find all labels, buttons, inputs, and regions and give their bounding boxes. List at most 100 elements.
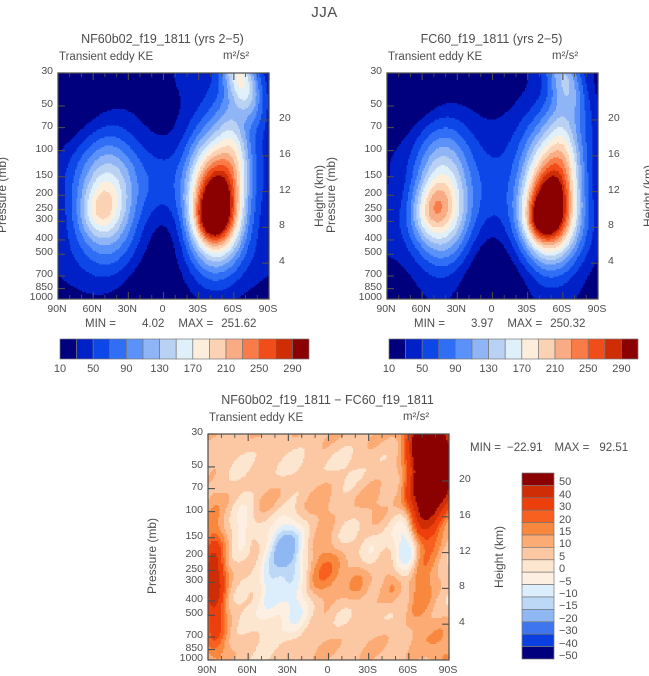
pressure-tick-label: 30 xyxy=(191,426,203,438)
colorbar-tick-label: −20 xyxy=(559,612,578,625)
colorbar-tick-label: 50 xyxy=(559,476,572,489)
colorbar-horizontal-right: 10 50 90 130 170 210 250 290 xyxy=(383,338,639,375)
pressure-tick-label: 200 xyxy=(364,187,382,200)
plot-area xyxy=(207,433,450,661)
pressure-tick-label: 700 xyxy=(35,268,53,280)
latitude-tick-label: 90S xyxy=(587,303,607,315)
units-label: m²/s² xyxy=(403,411,430,423)
colorbar-vertical-difference: 50 40 30 20 15 10 5 0 −5 −10 −15 −20 −30 −40 −50 xyxy=(521,472,578,662)
pressure-tick-label: 500 xyxy=(35,246,53,259)
latitude-tick-label: 90N xyxy=(47,303,67,315)
latitude-tick-label: 90N xyxy=(376,303,396,315)
colorbar-tick-label: −5 xyxy=(559,575,572,588)
pressure-tick-label: 100 xyxy=(185,503,203,516)
colorbar-tick-label: 250 xyxy=(250,363,269,375)
latitude-tick-label: 60S xyxy=(223,303,243,315)
colorbar-tick-label: 170 xyxy=(512,363,531,375)
min-prefix: MIN = xyxy=(85,318,116,330)
height-tick-label: 20 xyxy=(279,111,291,124)
height-tick-label: 20 xyxy=(608,111,620,124)
colorbar-tick-label: −50 xyxy=(559,650,578,662)
min-value: 3.97 xyxy=(471,318,494,330)
colorbar-tick-label: 210 xyxy=(545,363,565,375)
colorbar-tick-label: 10 xyxy=(53,363,67,375)
height-tick-label: 4 xyxy=(279,255,285,268)
pressure-tick-label: 500 xyxy=(185,607,203,620)
latitude-tick-label: 60S xyxy=(398,664,418,676)
max-prefix: MAX = xyxy=(554,442,590,454)
latitude-tick-label: 90S xyxy=(438,664,458,676)
colorbar-tick-label: 290 xyxy=(612,363,631,375)
panel-title: NF60b02_f19_1811 (yrs 2−5) xyxy=(81,32,244,46)
colorbar-tick-label: 50 xyxy=(87,363,100,375)
units-label: m²/s² xyxy=(223,50,250,62)
colorbar-tick-label: 0 xyxy=(559,563,566,576)
pressure-tick-label: 250 xyxy=(364,201,382,214)
pressure-tick-label: 1000 xyxy=(358,291,382,303)
latitude-tick-label: 0 xyxy=(488,303,495,315)
colorbar-swatches xyxy=(388,338,639,360)
colorbar-tick-label: −15 xyxy=(559,600,578,613)
height-tick-label: 12 xyxy=(608,183,620,196)
pressure-tick-label: 50 xyxy=(41,97,53,110)
max-value: 92.51 xyxy=(599,442,629,454)
max-value: 250.32 xyxy=(550,318,586,330)
pressure-tick-label: 850 xyxy=(185,641,203,654)
colorbar-tick-label: 15 xyxy=(559,526,572,538)
pressure-tick-label: 100 xyxy=(35,142,53,155)
colorbar-tick-label: 5 xyxy=(559,550,566,563)
colorbar-tick-label: 90 xyxy=(449,363,462,375)
max-value: 251.62 xyxy=(221,318,257,330)
units-label: m²/s² xyxy=(552,50,579,62)
pressure-tick-label: 70 xyxy=(191,480,203,493)
pressure-tick-label: 30 xyxy=(370,65,382,77)
pressure-tick-label: 700 xyxy=(364,268,382,280)
min-value: −22.91 xyxy=(507,442,543,454)
colorbar-tick-label: −40 xyxy=(559,637,578,650)
height-tick-label: 12 xyxy=(459,544,471,557)
height-tick-label: 16 xyxy=(279,147,291,160)
pressure-tick-label: 30 xyxy=(41,65,53,77)
latitude-tick-label: 90N xyxy=(197,664,217,676)
pressure-tick-label: 70 xyxy=(370,119,382,132)
colorbar-tick-label: 20 xyxy=(559,513,572,526)
latitude-tick-label: 30N xyxy=(446,303,466,315)
minmax-readout: MIN = 3.97 MAX = 250.32 xyxy=(414,318,585,330)
pressure-tick-label: 50 xyxy=(370,97,382,110)
pressure-tick-label: 100 xyxy=(364,142,382,155)
pressure-tick-label: 150 xyxy=(364,168,382,181)
height-tick-label: 20 xyxy=(459,472,471,485)
colorbar-tick-label: 30 xyxy=(559,501,572,514)
max-prefix: MAX = xyxy=(178,318,214,330)
pressure-tick-label: 300 xyxy=(185,574,203,587)
figure-title: JJA xyxy=(311,4,338,21)
latitude-tick-label: 60N xyxy=(237,664,257,676)
colorbar-tick-label: 50 xyxy=(416,363,429,375)
pressure-tick-label: 200 xyxy=(35,187,53,200)
pressure-tick-label: 250 xyxy=(185,562,203,575)
colorbar-tick-label: 290 xyxy=(283,363,302,375)
pressure-tick-label: 300 xyxy=(364,213,382,226)
pressure-tick-label: 250 xyxy=(35,201,53,214)
pressure-tick-label: 850 xyxy=(35,280,53,293)
pressure-tick-label: 150 xyxy=(35,168,53,181)
min-prefix: MIN = xyxy=(470,442,501,454)
panel-title: NF60b02_f19_1811 − FC60_f19_1811 xyxy=(221,393,434,407)
min-prefix: MIN = xyxy=(414,318,445,330)
colorbar-tick-label: −30 xyxy=(559,625,578,638)
variable-label: Transient eddy KE xyxy=(59,51,154,63)
latitude-tick-label: 30S xyxy=(517,303,536,315)
variable-label: Transient eddy KE xyxy=(209,412,304,424)
colorbar-tick-label: −10 xyxy=(559,588,578,600)
pressure-tick-label: 400 xyxy=(364,231,382,244)
pressure-tick-label: 1000 xyxy=(179,652,203,664)
pressure-tick-label: 1000 xyxy=(29,291,53,303)
y-axis-label-height: Height (km) xyxy=(641,164,649,227)
pressure-tick-label: 400 xyxy=(185,592,203,605)
minmax-readout: MIN = 4.02 MAX = 251.62 xyxy=(85,318,256,330)
variable-label: Transient eddy KE xyxy=(388,51,483,63)
pressure-tick-label: 70 xyxy=(41,119,53,132)
plot-area xyxy=(386,72,599,300)
latitude-tick-label: 60N xyxy=(411,303,431,315)
latitude-tick-label: 0 xyxy=(324,664,331,676)
